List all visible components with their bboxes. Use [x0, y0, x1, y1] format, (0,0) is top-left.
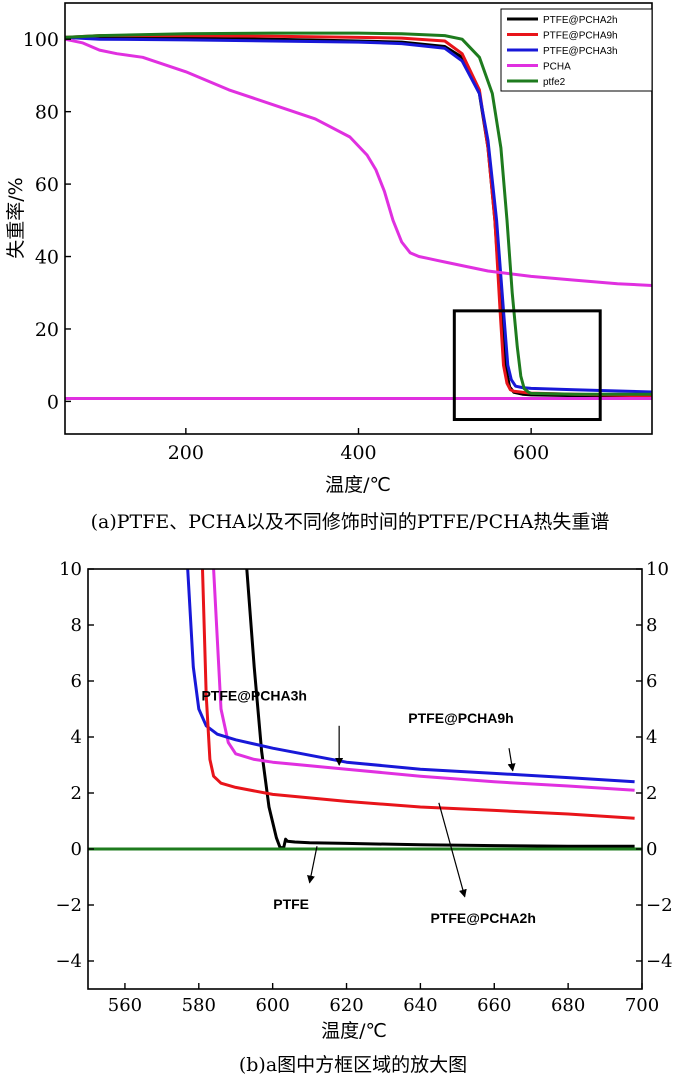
- series-line-pcha: [64, 37, 653, 287]
- panel-b-yticks-left: −4 −2 0 2 4 6 8 10: [55, 559, 94, 972]
- panel-a-xlabel: 温度/℃: [325, 474, 391, 496]
- y-tick-label: 100: [23, 29, 59, 51]
- y-tick-label-left: 0: [71, 839, 82, 860]
- panel-b-annotations: PTFE@PCHA3h PTFE@PCHA9h PTFE PTFE@PCHA2h: [201, 688, 535, 927]
- highlight-box: [452, 309, 602, 422]
- x-tick-label: 560: [108, 995, 142, 1016]
- x-tick-label: 700: [625, 995, 659, 1016]
- y-tick-label: 0: [47, 391, 59, 413]
- panel-b-plot: [88, 569, 642, 851]
- y-tick-label-right: 6: [646, 671, 657, 692]
- annotation-arrow-ptfe-pcha9h: [507, 748, 516, 772]
- series-line-ptfe: [245, 569, 635, 850]
- panel-a-caption: (a)PTFE、PCHA以及不同修饰时间的PTFE/PCHA热失重谱: [91, 511, 610, 533]
- y-tick-label: 20: [35, 319, 59, 341]
- y-tick-label-right: 2: [646, 783, 657, 804]
- y-tick-label-right: −2: [646, 895, 673, 916]
- y-tick-label-left: 4: [71, 727, 82, 748]
- y-tick-label-right: 8: [646, 615, 657, 636]
- y-tick-label: 40: [35, 247, 59, 269]
- annotation-label-ptfe-pcha9h: PTFE@PCHA9h: [408, 710, 513, 726]
- x-tick-label: 600: [513, 442, 549, 464]
- panel-a-plot: [64, 31, 653, 400]
- x-tick-label: 200: [168, 442, 204, 464]
- annotation-label-ptfe-pcha3h: PTFE@PCHA3h: [201, 688, 306, 704]
- y-tick-label-left: 6: [71, 671, 82, 692]
- x-tick-label: 580: [182, 995, 216, 1016]
- y-tick-label: 80: [35, 102, 59, 124]
- y-tick-label-left: −2: [55, 895, 82, 916]
- legend-label-ptfe-pcha2h: PTFE@PCHA2h: [543, 15, 618, 26]
- legend: PTFE@PCHA2h PTFE@PCHA9h PTFE@PCHA3h PCHA ptf…: [500, 8, 653, 92]
- x-tick-label: 660: [477, 995, 511, 1016]
- x-tick-label: 640: [403, 995, 437, 1016]
- legend-label-ptfe-pcha9h: PTFE@PCHA9h: [543, 31, 618, 42]
- panel-b-xlabel: 温度/℃: [321, 1020, 387, 1042]
- x-tick-label: 600: [255, 995, 289, 1016]
- y-tick-label-left: 8: [71, 615, 82, 636]
- panel-b-yticks-right: −4 −2 0 2 4 6 8 10: [636, 559, 673, 972]
- legend-label-ptfe2: ptfe2: [543, 77, 566, 88]
- y-tick-label-right: 4: [646, 727, 657, 748]
- series-line-ptfe-pcha2h: [201, 569, 635, 820]
- panel-b-frame: [87, 568, 643, 990]
- y-tick-label-right: −4: [646, 951, 673, 972]
- y-tick-label-left: 2: [71, 783, 82, 804]
- series-line-ptfe-pcha3h: [186, 569, 635, 784]
- x-tick-label: 400: [340, 442, 376, 464]
- annotation-arrow-ptfe-pcha2h: [438, 802, 467, 898]
- y-tick-label: 60: [35, 174, 59, 196]
- y-tick-label-right: 0: [646, 839, 657, 860]
- series-line-ptfe-pcha9h: [212, 569, 635, 792]
- x-tick-label: 680: [551, 995, 585, 1016]
- y-tick-label-left: 10: [59, 559, 82, 580]
- panel-b-caption: (b)a图中方框区域的放大图: [239, 1054, 467, 1076]
- y-tick-label-right: 10: [646, 559, 669, 580]
- annotation-label-ptfe: PTFE: [273, 896, 309, 912]
- annotation-arrow-ptfe: [307, 846, 318, 884]
- panel-b-xticks: 560 580 600 620 640 660 680 700: [108, 983, 659, 1016]
- series-line-ptfe2: [64, 31, 652, 396]
- panel-a-ylabel: 失重率/%: [5, 177, 27, 258]
- x-tick-label: 620: [329, 995, 363, 1016]
- annotation-label-ptfe-pcha2h: PTFE@PCHA2h: [430, 910, 535, 926]
- panel-a-yticks: 0 20 40 60 80 100: [23, 29, 71, 413]
- panel-a-xticks: 200 400 600: [168, 428, 549, 464]
- legend-label-pcha: PCHA: [543, 62, 571, 73]
- legend-label-ptfe-pcha3h: PTFE@PCHA3h: [543, 46, 618, 57]
- y-tick-label-left: −4: [55, 951, 82, 972]
